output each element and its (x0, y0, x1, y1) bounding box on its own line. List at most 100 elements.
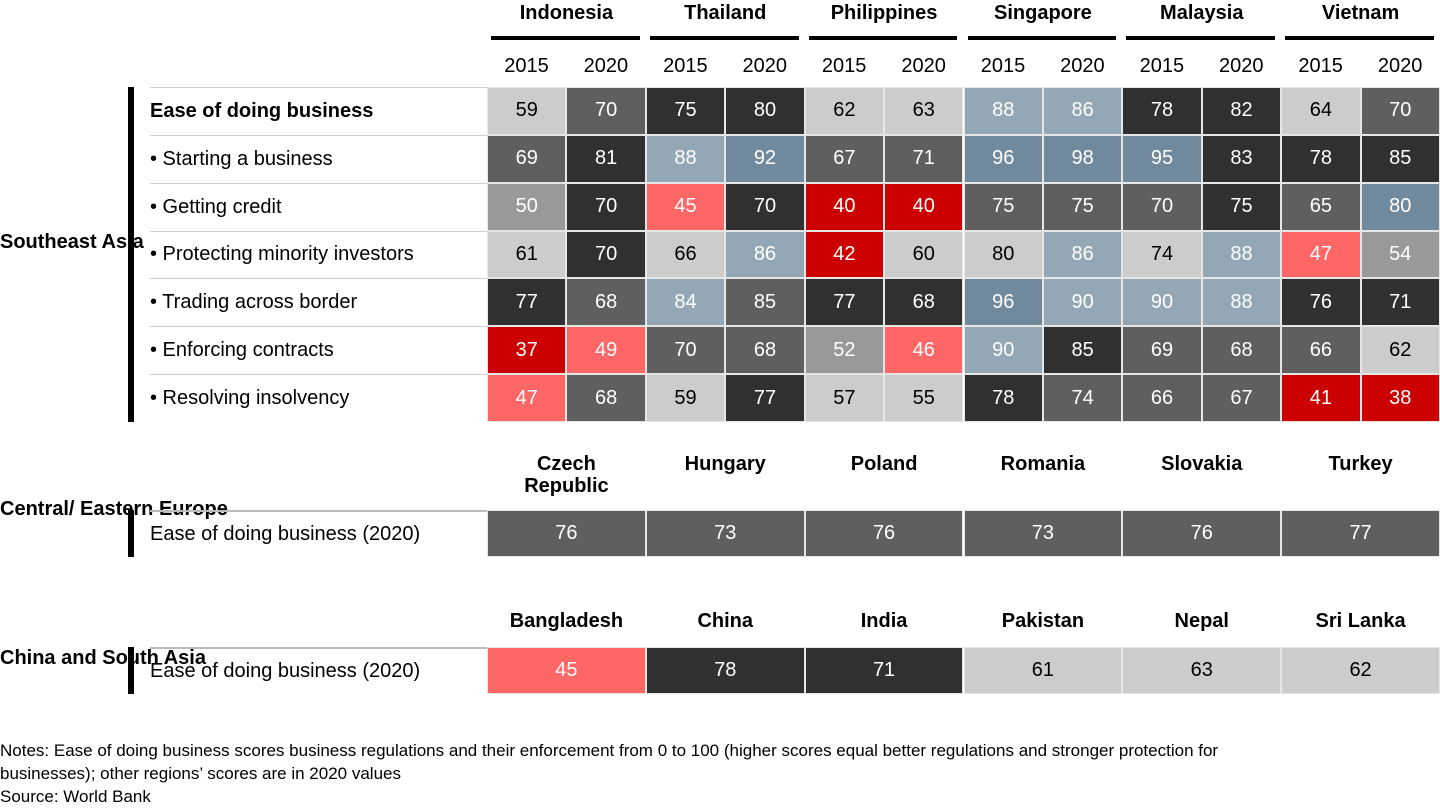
heatmap-cell: 37 (487, 326, 567, 375)
heatmap-cell: 68 (725, 326, 805, 375)
year-header: 2015 (821, 55, 867, 77)
heatmap-cell: 68 (1201, 326, 1282, 375)
country-header: Philippines (830, 2, 938, 24)
country-underline (967, 36, 1117, 40)
heatmap-cell: 47 (1281, 230, 1361, 279)
year-header: 2015 (1139, 55, 1185, 77)
heatmap-cell: 90 (1042, 278, 1123, 327)
region-label: China and South Asia (0, 647, 206, 669)
row-label: • Resolving insolvency (150, 374, 487, 422)
heatmap-cell: 77 (725, 374, 805, 422)
heatmap-cell: 70 (725, 182, 805, 231)
year-header: 2015 (980, 55, 1026, 77)
heatmap-cell: 85 (1042, 326, 1123, 375)
year-header: 2020 (1060, 55, 1105, 77)
row-label: • Getting credit (150, 182, 487, 231)
heatmap-cell: 55 (884, 374, 964, 422)
heatmap-cell: 68 (566, 278, 646, 327)
heatmap-cell: 82 (1201, 87, 1282, 135)
row-label-text: • Starting a business (150, 147, 333, 170)
heatmap-cell: 71 (1360, 278, 1440, 327)
row-label-text: Ease of doing business (2020) (150, 523, 421, 545)
region-bar (128, 87, 134, 422)
heatmap-cell: 78 (1122, 87, 1202, 135)
heatmap-cell: 70 (1122, 182, 1202, 231)
heatmap-cell: 71 (884, 134, 964, 183)
heatmap-cell: 77 (804, 278, 885, 327)
row-label-text: • Trading across border (150, 291, 358, 314)
heatmap-cell: 59 (645, 374, 726, 422)
country-header: China (697, 610, 754, 632)
row-label: • Enforcing contracts (150, 326, 487, 374)
heatmap-cell: 40 (804, 182, 885, 231)
heatmap-cell: 45 (487, 647, 646, 694)
country-header: Vietnam (1321, 2, 1400, 24)
heatmap-cell: 64 (1281, 87, 1361, 135)
country-header: Poland (850, 453, 918, 475)
region-bar (128, 647, 134, 694)
heatmap-cell: 85 (1360, 134, 1440, 183)
heatmap-cell: 69 (1122, 326, 1202, 375)
year-header: 2015 (1298, 55, 1343, 77)
heatmap-cell: 74 (1122, 230, 1202, 279)
heatmap-cell: 66 (645, 230, 726, 279)
heatmap-cell: 81 (566, 134, 646, 183)
heatmap-cell: 38 (1360, 374, 1440, 422)
heatmap-cell: 75 (1201, 182, 1282, 231)
heatmap-cell: 62 (1360, 326, 1440, 375)
country-header: Czech Republic (524, 453, 609, 497)
country-header: Bangladesh (509, 610, 624, 632)
heatmap-cell: 78 (963, 374, 1043, 422)
heatmap-cell: 70 (566, 182, 646, 231)
heatmap-cell: 42 (804, 230, 885, 279)
heatmap-cell: 61 (963, 647, 1123, 694)
heatmap-cell: 67 (804, 134, 885, 183)
heatmap-cell: 73 (963, 510, 1123, 557)
heatmap-cell: 80 (725, 87, 805, 135)
heatmap-cell: 88 (645, 134, 726, 183)
country-underline (491, 36, 640, 40)
row-label-text: • Getting credit (150, 195, 282, 218)
region-bar (128, 510, 134, 557)
heatmap-cell: 76 (1122, 510, 1282, 557)
heatmap-cell: 75 (963, 182, 1043, 231)
heatmap-cell: 80 (1360, 182, 1440, 231)
heatmap-cell: 88 (1201, 230, 1282, 279)
heatmap-cell: 60 (884, 230, 964, 279)
country-header: Nepal (1174, 610, 1229, 632)
row-label-text: • Protecting minority investors (150, 243, 414, 266)
country-underline (808, 36, 958, 40)
heatmap-cell: 68 (566, 374, 646, 422)
heatmap-cell: 40 (884, 182, 964, 231)
country-underline (1126, 36, 1276, 40)
heatmap-cell: 95 (1122, 134, 1202, 183)
heatmap-cell: 73 (645, 510, 805, 557)
heatmap-cell: 54 (1360, 230, 1440, 279)
heatmap-cell: 66 (1281, 326, 1361, 375)
heatmap-cell: 76 (804, 510, 964, 557)
year-header: 2015 (663, 55, 708, 77)
country-header: Hungary (684, 453, 766, 475)
heatmap-cell: 88 (1201, 278, 1282, 327)
country-header: Indonesia (519, 2, 614, 24)
notes-line-1: Notes: Ease of doing business scores bus… (0, 741, 1219, 760)
heatmap-cell: 70 (645, 326, 726, 375)
heatmap-cell: 49 (566, 326, 646, 375)
row-label-text: • Resolving insolvency (150, 387, 350, 410)
heatmap-cell: 63 (884, 87, 964, 135)
heatmap-cell: 90 (963, 326, 1043, 375)
heatmap-cell: 84 (645, 278, 726, 327)
heatmap-cell: 57 (804, 374, 885, 422)
heatmap-cell: 86 (1042, 87, 1123, 135)
row-label-text: Ease of doing business (150, 99, 374, 122)
notes: Notes: Ease of doing business scores bus… (0, 739, 1440, 808)
year-header: 2015 (504, 55, 549, 77)
country-underline (649, 36, 799, 40)
heatmap-cell: 69 (487, 134, 567, 183)
heatmap-cell: 62 (804, 87, 885, 135)
heatmap-cell: 75 (645, 87, 726, 135)
heatmap-cell: 86 (1042, 230, 1123, 279)
row-label: • Protecting minority investors (150, 230, 487, 279)
country-header: Turkey (1328, 453, 1393, 475)
heatmap-cell: 67 (1201, 374, 1282, 422)
